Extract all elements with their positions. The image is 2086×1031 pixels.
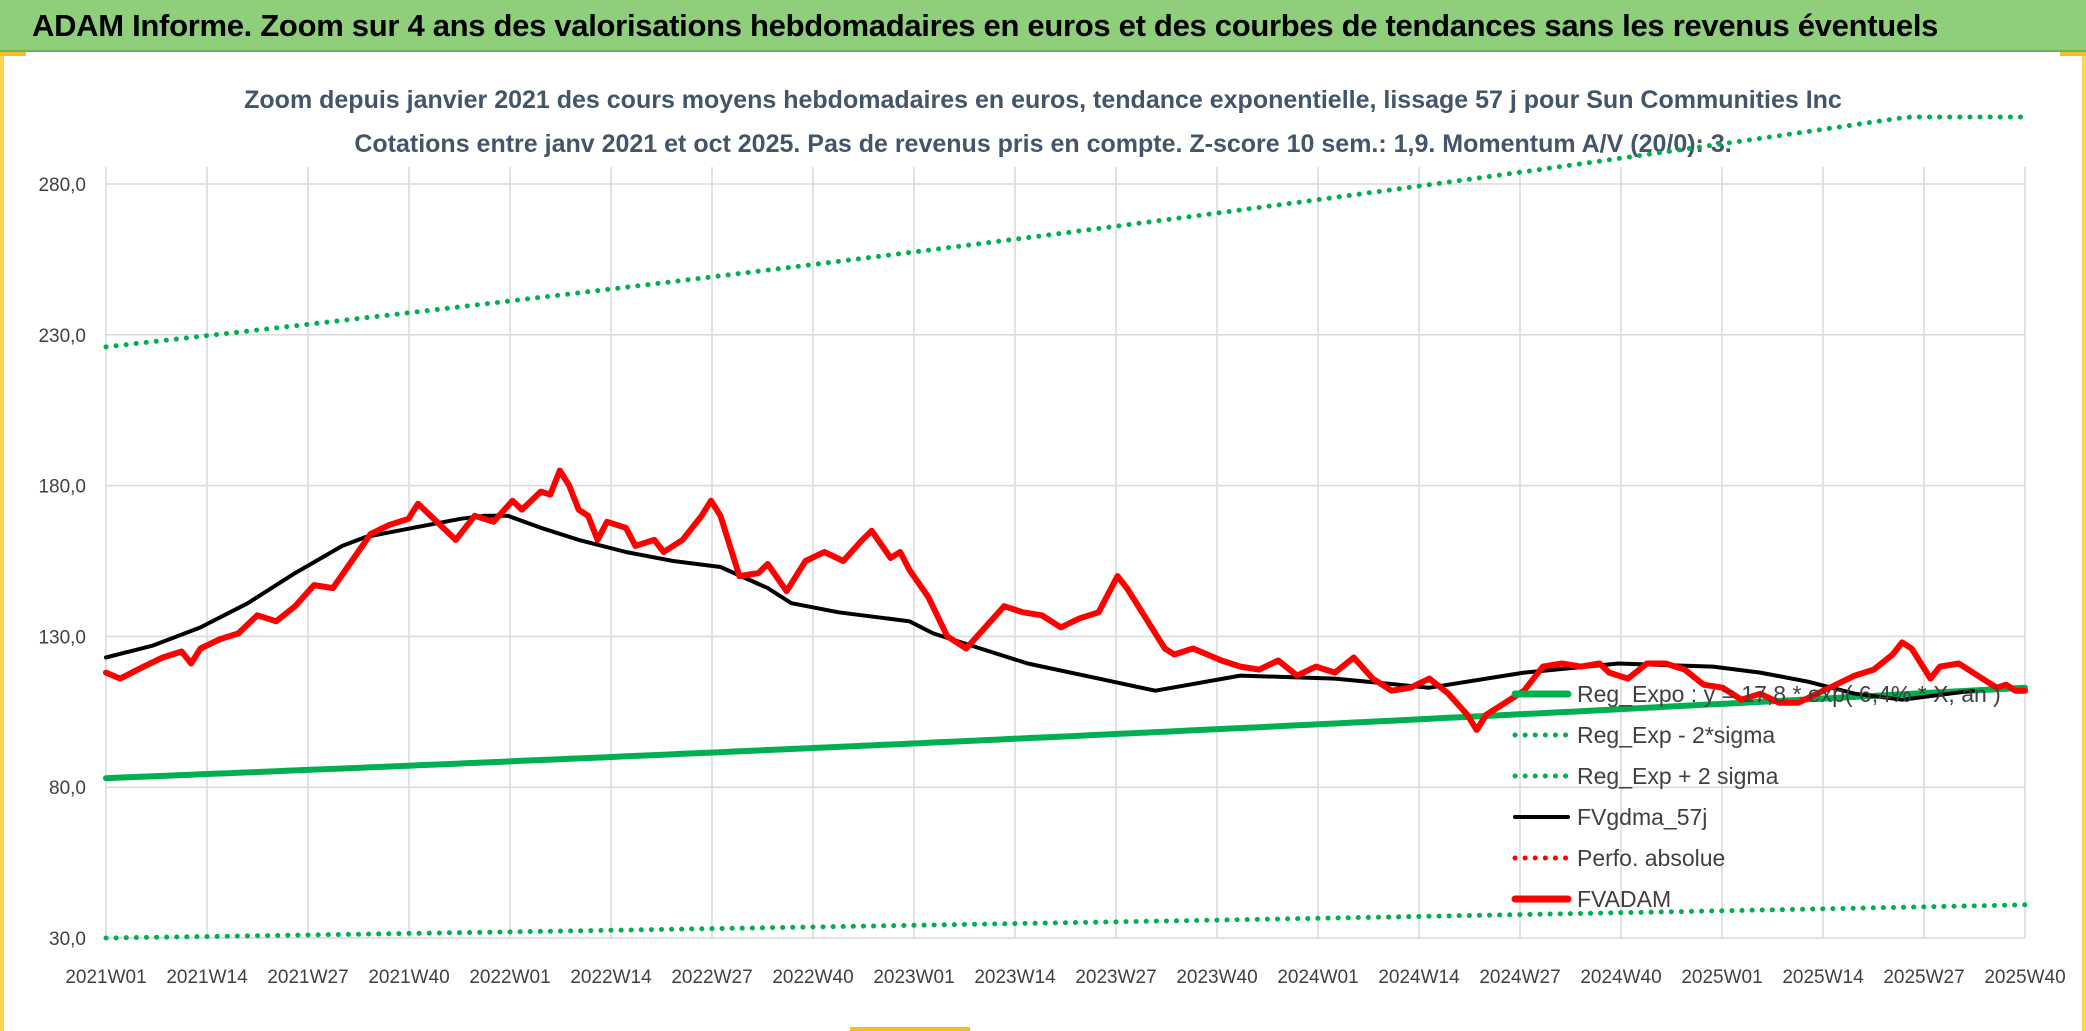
x-tick-label: 2021W14 xyxy=(166,967,248,988)
x-tick-label: 2021W01 xyxy=(65,967,146,988)
x-tick-label: 2022W01 xyxy=(469,967,550,988)
x-tick-label: 2022W14 xyxy=(570,967,652,988)
legend-fvadam-label: FVADAM xyxy=(1577,886,1671,912)
x-tick-label: 2025W01 xyxy=(1681,967,1762,988)
y-tick-label: 230,0 xyxy=(38,326,86,347)
x-tick-label: 2024W01 xyxy=(1277,967,1358,988)
report-header: ADAM Informe. Zoom sur 4 ans des valoris… xyxy=(0,0,2086,52)
x-tick-label: 2025W40 xyxy=(1984,967,2065,988)
x-tick-label: 2024W14 xyxy=(1378,967,1460,988)
x-tick-label: 2021W27 xyxy=(267,967,348,988)
x-tick-label: 2023W27 xyxy=(1075,967,1156,988)
x-tick-label: 2023W40 xyxy=(1176,967,1257,988)
x-tick-label: 2022W27 xyxy=(671,967,752,988)
x-axis: 2021W01 2021W14 2021W27 2021W40 2022W01 2022W… xyxy=(65,967,2065,988)
series-reg-exp-2-sigma-line xyxy=(103,114,2028,350)
series-fvadam-line xyxy=(103,467,2028,733)
chart-title-line2: Cotations entre janv 2021 et oct 2025. P… xyxy=(354,130,1731,158)
x-tick-label: 2021W40 xyxy=(368,967,449,988)
y-tick-label: 30,0 xyxy=(49,929,86,950)
x-tick-label: 2025W27 xyxy=(1883,967,1964,988)
chart-title-line1: Zoom depuis janvier 2021 des cours moyen… xyxy=(244,86,1842,114)
chart-frame xyxy=(0,52,2086,1031)
series-group xyxy=(103,114,2028,941)
legend-perfo-absolue-label: Perfo. absolue xyxy=(1577,845,1725,871)
legend-reg-exp-2-sigma-label: Reg_Exp - 2*sigma xyxy=(1577,722,1775,748)
series-fvgdma-57j-line xyxy=(104,513,1975,702)
y-tick-label: 130,0 xyxy=(38,627,86,648)
frame-accent-left xyxy=(0,52,26,56)
frame-accent-bottom xyxy=(850,1027,970,1031)
grid xyxy=(105,167,2026,939)
y-tick-label: 80,0 xyxy=(49,778,86,799)
series-reg-exp-2-sigma-line xyxy=(103,902,2028,941)
series-reg-expo-y-17-8-exp-6-4-x-an-line xyxy=(103,684,2028,782)
x-tick-label: 2023W01 xyxy=(873,967,954,988)
legend-fvgdma-57j-label: FVgdma_57j xyxy=(1577,804,1707,830)
y-tick-label: 280,0 xyxy=(38,175,86,196)
legend: Reg_Expo : y = 17,8 * exp( 6,4% * X, an … xyxy=(1511,681,2001,912)
x-tick-label: 2023W14 xyxy=(974,967,1056,988)
frame-accent-right xyxy=(2060,52,2086,56)
legend-reg-exp-2-sigma-label: Reg_Exp + 2 sigma xyxy=(1577,763,1779,789)
x-tick-label: 2024W40 xyxy=(1580,967,1661,988)
x-tick-label: 2024W27 xyxy=(1479,967,1560,988)
y-axis: 30,0 80,0 130,0 180,0 230,0 280,0 xyxy=(38,175,86,950)
x-tick-label: 2025W14 xyxy=(1782,967,1864,988)
x-tick-label: 2022W40 xyxy=(772,967,853,988)
report-title: ADAM Informe. Zoom sur 4 ans des valoris… xyxy=(32,8,1939,43)
legend-reg-expo-y-17-8-exp-6-4-x-an-label: Reg_Expo : y = 17,8 * exp( 6,4% * X, an … xyxy=(1577,681,2001,707)
y-tick-label: 180,0 xyxy=(38,477,86,498)
